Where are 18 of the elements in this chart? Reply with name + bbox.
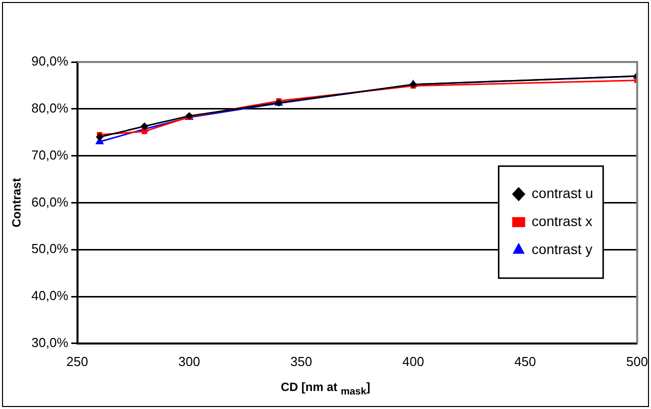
x-tick-label: 250 bbox=[66, 354, 88, 369]
legend-label: contrast y bbox=[532, 240, 592, 257]
x-tick-label: 350 bbox=[290, 354, 312, 369]
x-tick-label: 300 bbox=[178, 354, 200, 369]
y-tick-label: 80,0% bbox=[31, 100, 69, 116]
legend-label: contrast u bbox=[532, 184, 594, 201]
x-tick-label: 400 bbox=[402, 354, 424, 369]
x-tick-label: 500 bbox=[626, 354, 648, 369]
y-tick-label: 30,0% bbox=[31, 334, 69, 350]
y-tick-label: 50,0% bbox=[31, 241, 69, 256]
y-tick-label: 40,0% bbox=[31, 288, 69, 304]
y-tick-label: 90,0% bbox=[31, 54, 69, 69]
y-tick-label: 70,0% bbox=[31, 147, 69, 162]
y-axis-title: Contrast bbox=[10, 178, 24, 228]
y-tick-label: 60,0% bbox=[31, 194, 69, 210]
legend-label: contrast x bbox=[532, 212, 592, 229]
x-axis-title: CD [nm at $_{mask}$] bbox=[280, 380, 372, 398]
x-tick-label: 450 bbox=[514, 354, 536, 369]
